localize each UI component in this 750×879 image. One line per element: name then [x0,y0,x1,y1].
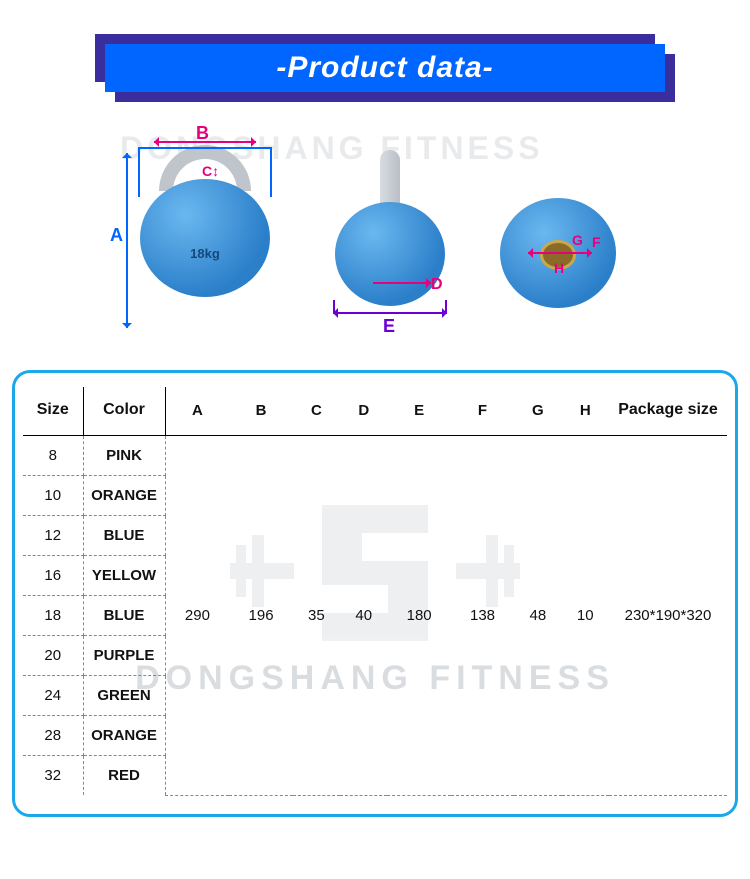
dim-label-c: C↕ [202,163,219,179]
cell-size: 10 [23,476,83,516]
cell-size: 32 [23,756,83,796]
col-c: C [293,387,340,436]
col-f: F [451,387,514,436]
cell-color: PINK [83,436,165,476]
cell-size: 24 [23,676,83,716]
col-g: G [514,387,561,436]
cell-color: GREEN [83,676,165,716]
cell-g: 48 [514,436,561,796]
dim-label-a: A [110,225,123,246]
header-banner: -Product data- [0,30,750,100]
spec-table-container: DONGSHANG FITNESS Size Color A B C D E F… [12,370,738,817]
col-d: D [340,387,387,436]
col-package: Package size [609,387,727,436]
cell-d: 40 [340,436,387,796]
cell-f: 138 [451,436,514,796]
cell-color: PURPLE [83,636,165,676]
cell-color: YELLOW [83,556,165,596]
table-row: 8 PINK 290 196 35 40 180 138 48 10 230*1… [23,436,727,476]
dim-label-e: E [383,316,395,337]
banner-stripe-main: -Product data- [105,44,665,92]
col-size: Size [23,387,83,436]
kettlebell-ball-front [335,202,445,306]
table-header-row: Size Color A B C D E F G H Package size [23,387,727,436]
col-color: Color [83,387,165,436]
col-e: E [387,387,450,436]
kettlebell-ball-top: G F H [500,198,616,308]
cell-size: 8 [23,436,83,476]
cell-size: 12 [23,516,83,556]
cell-color: ORANGE [83,476,165,516]
cell-size: 28 [23,716,83,756]
col-h: H [562,387,609,436]
cell-size: 18 [23,596,83,636]
kettlebell-top-view: G F H [500,198,616,308]
cell-e: 180 [387,436,450,796]
cell-color: ORANGE [83,716,165,756]
kettlebell-ball: 18kg [140,179,270,297]
table-body: 8 PINK 290 196 35 40 180 138 48 10 230*1… [23,436,727,796]
kettlebell-front-view: D E [335,150,445,306]
cell-package: 230*190*320 [609,436,727,796]
kettlebell-side-view: B C↕ 18kg A [140,145,270,297]
cell-color: BLUE [83,596,165,636]
cell-color: BLUE [83,516,165,556]
weight-marking: 18kg [140,246,270,261]
dim-label-g: G [572,232,583,248]
cell-a: 290 [165,436,229,796]
col-a: A [165,387,229,436]
dim-label-b: B [196,123,209,144]
dimension-diagram: DONGSHANG FITNESS B C↕ 18kg A D E G F H [0,120,750,350]
cell-size: 16 [23,556,83,596]
cell-h: 10 [562,436,609,796]
cell-color: RED [83,756,165,796]
page-title: -Product data- [276,51,493,85]
cell-c: 35 [293,436,340,796]
dim-label-h: H [554,260,564,276]
cell-b: 196 [229,436,292,796]
spec-table: Size Color A B C D E F G H Package size … [23,387,727,796]
col-b: B [229,387,292,436]
dim-label-d: D [431,276,443,294]
cell-size: 20 [23,636,83,676]
